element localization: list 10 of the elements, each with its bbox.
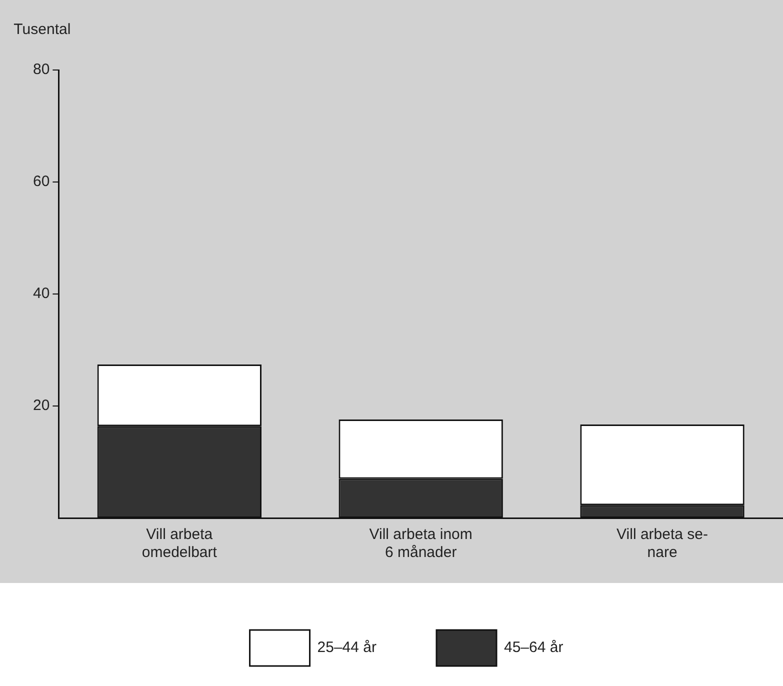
legend-label: 45–64 år: [504, 639, 564, 656]
y-tick-label: 60: [32, 173, 50, 190]
y-tick-label: 80: [32, 61, 50, 78]
legend-label: 25–44 år: [317, 639, 377, 656]
x-tick-label: Vill arbeta se- nare: [616, 526, 708, 562]
y-tick-label: 40: [32, 285, 50, 302]
x-tick-label: Vill arbeta inom 6 månader: [369, 526, 472, 562]
y-axis-title: Tusental: [14, 21, 71, 38]
x-tick-label: Vill arbeta omedelbart: [142, 526, 218, 562]
y-tick-label: 20: [32, 397, 50, 414]
